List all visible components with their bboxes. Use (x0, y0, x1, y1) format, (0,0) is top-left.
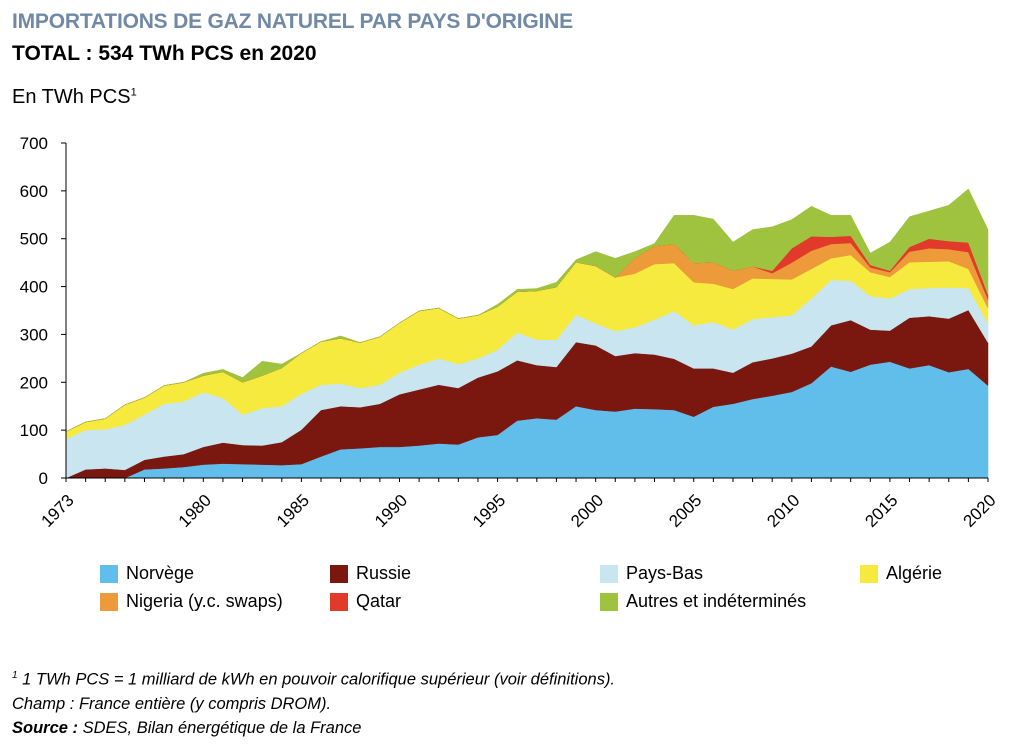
legend-label: Norvège (126, 563, 195, 583)
legend-swatch (100, 592, 118, 611)
legend-label: Russie (356, 563, 412, 583)
source-label: Source : (12, 718, 79, 737)
y-tick-label: 600 (20, 182, 48, 201)
stacked-area-chart: 0 100 200 300 400 500 600 700 1973 1980 1985 1990 19… (20, 134, 1000, 531)
legend-item: Qatar (330, 591, 401, 612)
legend-label: Pays-Bas (626, 563, 704, 583)
legend-item: Norvège (100, 563, 194, 584)
legend-label: Algérie (886, 563, 943, 583)
unit-text: En TWh PCS (12, 86, 131, 108)
footnote-text: 1 TWh PCS = 1 milliard de kWh en pouvoir… (17, 670, 616, 689)
legend-item: Nigeria (y.c. swaps) (100, 591, 283, 612)
x-tick-label: 2010 (763, 491, 803, 531)
legend-label: Nigeria (y.c. swaps) (126, 591, 283, 611)
legend-label: Qatar (356, 591, 402, 611)
x-tick-label: 2000 (567, 491, 607, 531)
chart-notes: 1 1 TWh PCS = 1 milliard de kWh en pouvo… (12, 664, 615, 740)
y-tick-label: 200 (20, 373, 48, 392)
unit-footnote-mark: 1 (130, 86, 137, 99)
x-tick-label: 1995 (469, 491, 509, 531)
chart-subtitle: TOTAL : 534 TWh PCS en 2020 (12, 42, 317, 65)
source-text: SDES, Bilan énergétique de la France (78, 718, 362, 737)
x-tick-label: 2015 (861, 491, 901, 531)
legend-swatch (330, 564, 348, 583)
legend-item: Autres et indéterminés (600, 591, 806, 612)
legend-swatch (600, 564, 618, 583)
legend-swatch (860, 564, 878, 583)
y-tick-label: 0 (39, 469, 48, 488)
footnote: 1 1 TWh PCS = 1 milliard de kWh en pouvo… (12, 664, 615, 692)
chart-title: IMPORTATIONS DE GAZ NATUREL PAR PAYS D'O… (12, 10, 573, 33)
x-tick-label: 2005 (665, 491, 705, 531)
scope-note: Champ : France entière (y compris DROM). (12, 694, 332, 713)
y-tick-label: 100 (20, 421, 48, 440)
legend-item: Pays-Bas (600, 563, 703, 584)
x-tick-label: 2020 (959, 491, 999, 531)
source-note: Source : SDES, Bilan énergétique de la F… (12, 716, 615, 740)
legend-label: Autres et indéterminés (626, 591, 807, 611)
y-tick-label: 300 (20, 325, 48, 344)
legend-swatch (330, 592, 348, 611)
x-tick-label: 1973 (37, 491, 77, 531)
y-tick-label: 700 (20, 134, 48, 153)
legend-item: Russie (330, 563, 411, 584)
legend-item: Algérie (860, 563, 942, 584)
y-tick-label: 400 (20, 278, 48, 297)
x-tick-label: 1985 (273, 491, 313, 531)
x-tick-label: 1990 (371, 491, 411, 531)
x-tick-label: 1980 (175, 491, 215, 531)
y-tick-label: 500 (20, 230, 48, 249)
footnote-mark: 1 (12, 670, 18, 681)
unit-label: En TWh PCS1 (12, 86, 137, 109)
area-series-6 (65, 188, 989, 432)
legend-swatch (600, 592, 618, 611)
legend-swatch (100, 564, 118, 583)
